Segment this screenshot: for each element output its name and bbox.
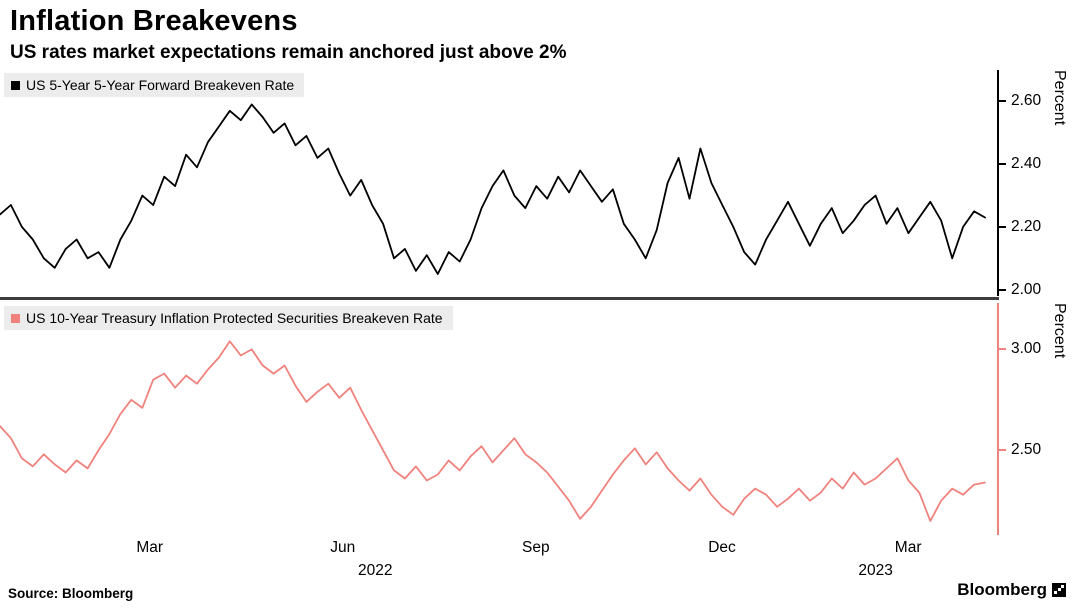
y-axis-tickmark [999, 100, 1006, 103]
x-axis-labels: Mar Jun Sep Dec Mar [0, 539, 1078, 559]
source-credit: Source: Bloomberg [8, 586, 134, 601]
y-axis-ticklabel: 2.20 [1011, 217, 1042, 235]
y-axis-tickmark [999, 163, 1006, 166]
y-axis-line-top [997, 70, 999, 296]
page-subtitle: US rates market expectations remain anch… [10, 42, 567, 63]
x-axis-month-label: Sep [522, 539, 550, 556]
y-axis-ticklabel: 2.40 [1011, 155, 1042, 173]
y-axis-tickmark [999, 449, 1006, 452]
y-axis-ticklabel: 3.00 [1011, 340, 1042, 358]
y-axis-ticklabel: 2.60 [1011, 92, 1042, 110]
y-axis-ticklabel: 2.50 [1011, 441, 1042, 459]
legend-bottom: US 10-Year Treasury Inflation Protected … [4, 306, 453, 330]
y-axis-unit-bottom: Percent [1051, 303, 1068, 359]
bloomberg-logo-text: Bloomberg [957, 580, 1047, 599]
x-axis-month-label: Mar [136, 539, 164, 556]
page-title: Inflation Breakevens [10, 5, 298, 37]
y-axis-ticklabel: 2.00 [1011, 280, 1042, 298]
y-axis-tickmark [999, 288, 1006, 291]
legend-label-bottom: US 10-Year Treasury Inflation Protected … [26, 310, 443, 326]
x-axis-month-label: Dec [708, 539, 736, 556]
y-axis-ticks-bottom: 3.00 2.50 [0, 303, 1078, 535]
legend-swatch-black [11, 80, 20, 90]
x-axis-year-label: 2022 [358, 562, 393, 579]
y-axis-ticks-top: 2.60 2.40 2.20 2.00 [0, 70, 1078, 298]
x-axis-month-label: Jun [330, 539, 356, 556]
y-axis-tickmark [999, 348, 1006, 351]
legend-label-top: US 5-Year 5-Year Forward Breakeven Rate [26, 77, 295, 93]
x-axis-year-label: 2023 [858, 562, 893, 579]
x-axis-month-label: Mar [894, 539, 922, 556]
bottom-chart-plot [0, 340, 986, 522]
top-chart-plot [0, 103, 986, 275]
legend-swatch-red [11, 313, 20, 323]
top-chart-panel: US 5-Year 5-Year Forward Breakeven Rate … [0, 70, 1078, 298]
y-axis-line-bottom [997, 303, 999, 535]
bloomberg-logo: Bloomberg [957, 580, 1066, 600]
bottom-chart-panel: US 10-Year Treasury Inflation Protected … [0, 303, 1078, 535]
y-axis-tickmark [999, 225, 1006, 228]
x-axis-years: 2022 2023 [0, 562, 1078, 582]
legend-top: US 5-Year 5-Year Forward Breakeven Rate [4, 73, 305, 97]
y-axis-unit-top: Percent [1051, 70, 1068, 126]
panel-divider [0, 297, 999, 300]
bloomberg-logo-icon [1052, 583, 1066, 597]
